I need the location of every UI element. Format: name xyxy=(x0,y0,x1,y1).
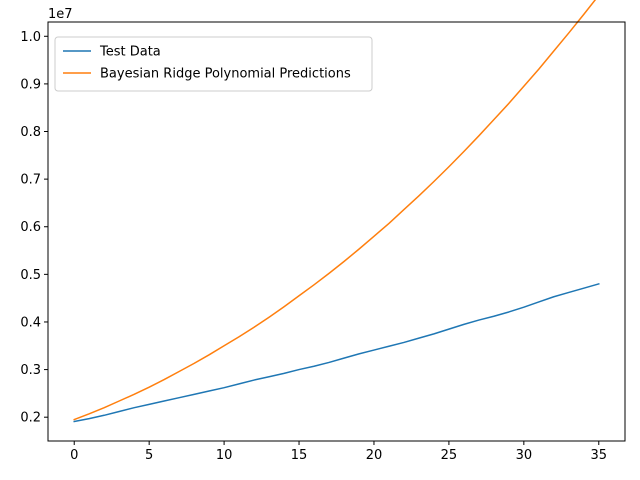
legend: Test Data Bayesian Ridge Polynomial Predi… xyxy=(54,36,373,92)
x-tick-label: 5 xyxy=(145,448,153,463)
y-axis: 0.2 0.3 0.4 0.5 0.6 0.7 0.8 0.9 1.0 xyxy=(20,30,48,426)
y-tick-label: 0.7 xyxy=(20,173,41,188)
x-tick-label: 30 xyxy=(516,448,533,463)
y-tick-label: 0.3 xyxy=(20,363,41,378)
plot-frame xyxy=(47,21,626,442)
x-tick-label: 35 xyxy=(590,448,607,463)
x-tick-label: 25 xyxy=(441,448,458,463)
series-line-1 xyxy=(73,282,600,423)
legend-label: Bayesian Ridge Polynomial Predictions xyxy=(100,67,351,82)
x-tick-label: 0 xyxy=(70,448,78,463)
legend-box xyxy=(54,36,373,92)
y-tick-label: 0.5 xyxy=(20,268,41,283)
plot-lines xyxy=(73,0,600,423)
y-tick-label: 0.6 xyxy=(20,220,41,235)
x-tick-label: 10 xyxy=(216,448,233,463)
y-axis-offset-label: 1e7 xyxy=(48,7,73,22)
series-line-2 xyxy=(73,0,597,421)
legend-label: Test Data xyxy=(99,45,161,60)
y-tick-label: 1.0 xyxy=(20,30,41,45)
y-tick-label: 0.9 xyxy=(20,77,41,92)
y-tick-label: 0.4 xyxy=(20,315,41,330)
x-tick-label: 20 xyxy=(366,448,383,463)
x-axis: 0 5 10 15 20 25 30 35 xyxy=(70,441,607,463)
x-tick-label: 15 xyxy=(291,448,308,463)
y-tick-label: 0.8 xyxy=(20,125,41,140)
y-tick-label: 0.2 xyxy=(20,411,41,426)
